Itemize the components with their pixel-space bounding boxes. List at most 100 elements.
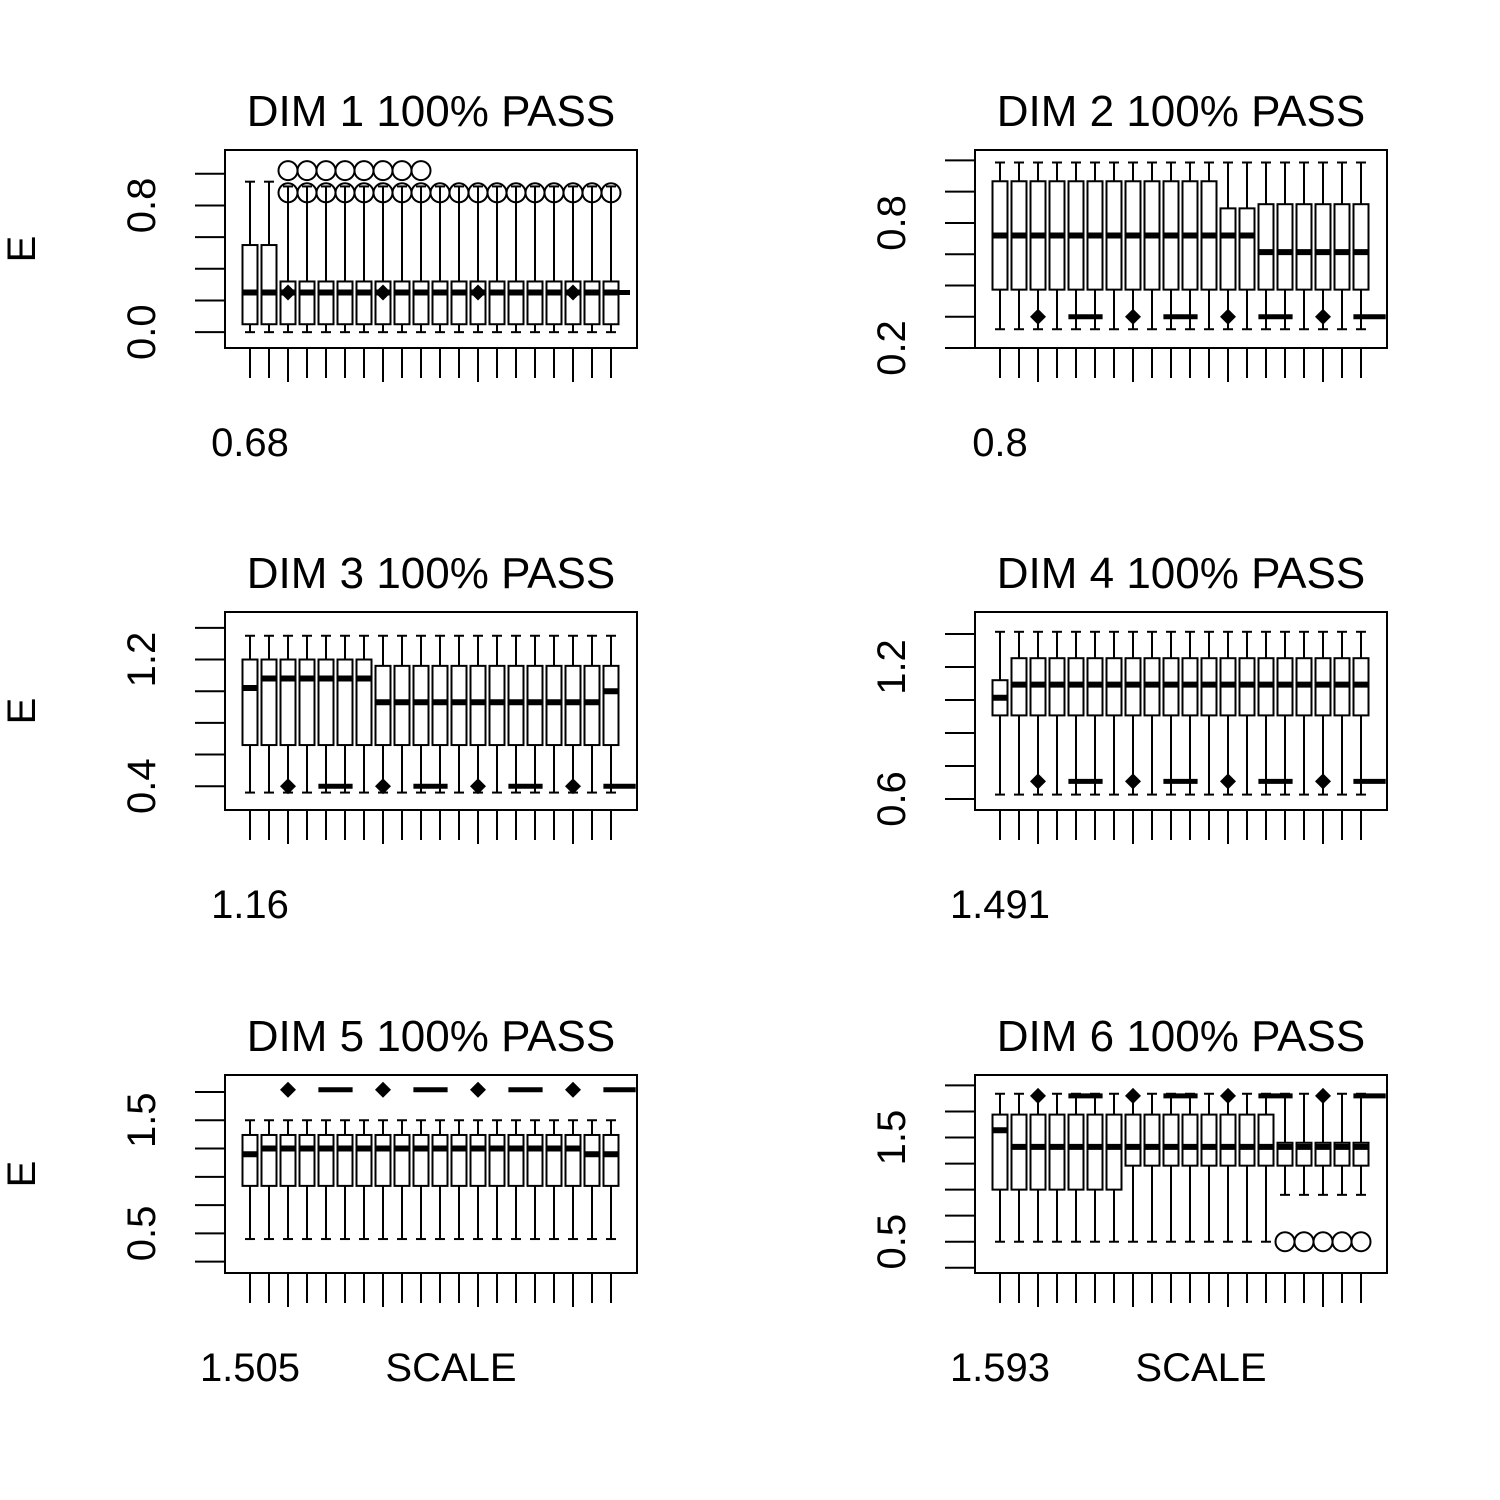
y-tick-label: 0.4 xyxy=(120,758,164,814)
box xyxy=(298,280,316,326)
diamond-marker xyxy=(470,1081,486,1098)
outlier-point xyxy=(296,160,318,182)
box xyxy=(317,280,335,326)
x-axis-label: SCALE xyxy=(1135,1346,1266,1390)
diamond-marker xyxy=(280,1081,296,1098)
box xyxy=(1276,203,1294,291)
panel-title: DIM 4 100% PASS xyxy=(997,549,1365,598)
panel-dim-2: DIM 2 100% PASS 0.8 0.2 0.8 xyxy=(870,87,1388,465)
box xyxy=(1200,1113,1218,1167)
box xyxy=(241,244,259,326)
box xyxy=(260,658,278,747)
box xyxy=(1295,203,1313,291)
box xyxy=(355,1133,373,1187)
box xyxy=(1238,207,1256,291)
panel-title: DIM 2 100% PASS xyxy=(997,87,1365,136)
outlier-point xyxy=(391,160,413,182)
box xyxy=(564,1133,582,1187)
box xyxy=(564,664,582,747)
y-axis-label: E xyxy=(0,236,44,263)
box xyxy=(393,280,411,326)
box xyxy=(507,1133,525,1187)
y-tick-label: 0.2 xyxy=(870,320,914,376)
box xyxy=(1333,203,1351,291)
box xyxy=(1124,1113,1142,1167)
box xyxy=(412,1133,430,1187)
diamond-marker xyxy=(375,284,391,301)
x-tick-label: 0.68 xyxy=(211,421,289,465)
box xyxy=(298,1133,316,1187)
box xyxy=(1352,203,1370,291)
outlier-point xyxy=(353,160,375,182)
box xyxy=(1048,1113,1066,1191)
box xyxy=(450,1133,468,1187)
diamond-marker xyxy=(1315,773,1331,790)
diamond-marker xyxy=(1220,308,1236,325)
box xyxy=(336,658,354,747)
outlier-point xyxy=(372,160,394,182)
box xyxy=(602,1133,620,1187)
plot-frame xyxy=(224,611,638,811)
x-tick-label: 1.16 xyxy=(211,883,289,927)
box xyxy=(602,664,620,747)
panel-dim-4: DIM 4 100% PASS 1.491 0.6 1.2 xyxy=(870,549,1388,927)
x-tick-label: 1.491 xyxy=(950,883,1050,927)
box xyxy=(374,664,392,747)
box xyxy=(1257,203,1275,291)
diamond-marker xyxy=(375,778,391,795)
box xyxy=(1067,1113,1085,1191)
box xyxy=(260,1133,278,1187)
y-axis-label: E xyxy=(0,698,44,725)
box xyxy=(336,280,354,326)
box xyxy=(507,664,525,747)
box xyxy=(1086,1113,1104,1191)
box xyxy=(1219,1113,1237,1167)
outlier-point xyxy=(1293,1231,1315,1253)
panel-dim-3: DIM 3 100% PASS E 1.16 0.4 1.2 xyxy=(0,549,638,927)
outlier-point xyxy=(410,160,432,182)
box xyxy=(1029,1113,1047,1191)
box xyxy=(298,658,316,747)
box xyxy=(336,1133,354,1187)
plot-frame xyxy=(224,1074,638,1274)
outlier-point xyxy=(1331,1231,1353,1253)
box xyxy=(488,1133,506,1187)
plot-frame xyxy=(224,149,638,349)
y-tick-label: 0.5 xyxy=(120,1206,164,1262)
outlier-point xyxy=(1350,1231,1372,1253)
diamond-marker xyxy=(1220,773,1236,790)
box xyxy=(1105,1113,1123,1191)
diamond-marker xyxy=(1315,1087,1331,1104)
box xyxy=(526,280,544,326)
outlier-point xyxy=(1274,1231,1296,1253)
y-tick-label: 0.0 xyxy=(120,304,164,360)
box xyxy=(374,1133,392,1187)
box xyxy=(431,1133,449,1187)
box xyxy=(1257,1113,1275,1167)
box xyxy=(583,664,601,747)
box xyxy=(488,664,506,747)
diamond-marker xyxy=(565,778,581,795)
y-tick-label: 0.5 xyxy=(870,1214,914,1270)
x-axis-label: SCALE xyxy=(385,1346,516,1390)
panel-dim-1: DIM 1 100% PASS E 0.68 0.0 0.8 xyxy=(0,87,638,465)
outlier-point xyxy=(1312,1231,1334,1253)
box xyxy=(1314,203,1332,291)
panel-title: DIM 3 100% PASS xyxy=(247,549,615,598)
diamond-marker xyxy=(280,284,296,301)
box xyxy=(602,280,620,326)
y-tick-label: 0.8 xyxy=(870,195,914,251)
y-tick-label: 0.6 xyxy=(870,771,914,827)
diamond-marker xyxy=(1220,1087,1236,1104)
diamond-marker xyxy=(1125,773,1141,790)
plot-frame xyxy=(974,149,1388,349)
box xyxy=(583,280,601,326)
box xyxy=(1143,1113,1161,1167)
panel-dim-5: DIM 5 100% PASS E 1.505 SCALE 0.5 1.5 xyxy=(0,1012,638,1390)
box xyxy=(241,658,259,747)
box xyxy=(431,664,449,747)
y-tick-label: 1.5 xyxy=(120,1092,164,1148)
diamond-marker xyxy=(375,1081,391,1098)
box xyxy=(412,664,430,747)
box xyxy=(583,1133,601,1187)
